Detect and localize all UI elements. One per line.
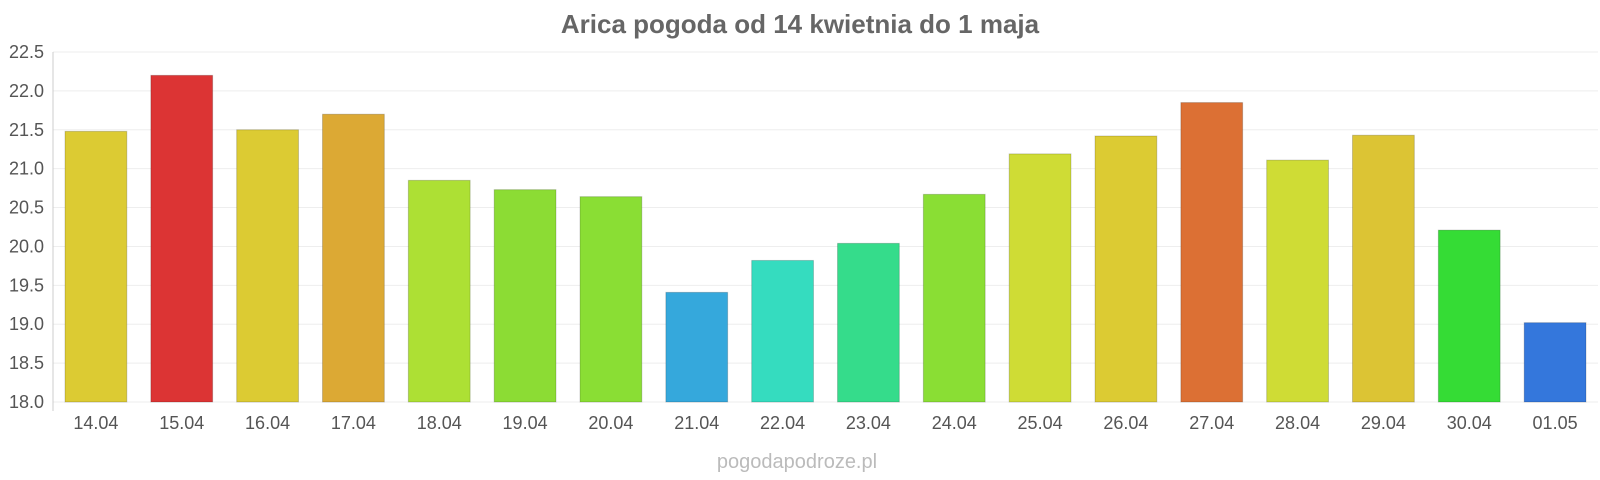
bar-30.04 [1437,229,1501,403]
grid-lines [53,51,1598,403]
bar-24.04 [922,193,986,403]
x-tick-label: 27.04 [1189,413,1234,433]
watermark-text: pogodapodroze.pl [717,451,877,473]
x-tick-label: 24.04 [932,413,977,433]
x-tick-label: 21.04 [674,413,719,433]
x-tick-label: 28.04 [1275,413,1320,433]
y-axis: 18.0 18.5 19.0 19.5 20.0 20.5 21.0 21.5 22.0 22.5 [9,42,54,412]
y-tick-label: 21.5 [9,120,44,140]
bar-18.04 [407,179,471,403]
bar-29.04 [1352,134,1415,403]
y-tick-label: 19.0 [9,314,44,334]
bar-16.04 [236,129,299,403]
bar-28.04 [1266,159,1329,403]
x-tick-label: 22.04 [760,413,805,433]
x-tick-label: 17.04 [331,413,376,433]
x-tick-label: 25.04 [1018,413,1063,433]
bar-25.04 [1008,153,1072,403]
bar-22.04 [751,259,814,403]
x-tick-label: 20.04 [588,413,633,433]
bar-19.04 [493,189,557,403]
bar-26.04 [1094,135,1158,403]
bar-20.04 [579,196,643,403]
y-tick-label: 20.5 [9,198,44,218]
x-tick-label: 18.04 [417,413,462,433]
x-tick-label: 26.04 [1103,413,1148,433]
bar-14.04 [64,130,128,403]
x-tick-label: 23.04 [846,413,891,433]
y-tick-label: 20.0 [9,236,44,256]
y-tick-label: 18.0 [9,392,44,412]
bars [64,74,1587,403]
bar-01.05 [1523,322,1587,403]
y-tick-label: 19.5 [9,275,44,295]
x-tick-label: 19.04 [503,413,548,433]
x-axis: 14.04 15.04 16.04 17.04 18.04 19.04 20.04 21.04… [73,413,1577,433]
x-tick-label: 01.05 [1533,413,1578,433]
y-tick-label: 22.0 [9,81,44,101]
x-tick-label: 30.04 [1447,413,1492,433]
y-tick-label: 22.5 [9,42,44,62]
x-tick-label: 16.04 [245,413,290,433]
x-tick-label: 14.04 [73,413,118,433]
y-tick-label: 18.5 [9,353,44,373]
bar-27.04 [1180,102,1244,403]
chart-title: Arica pogoda od 14 kwietnia do 1 maja [561,9,1040,39]
bar-23.04 [837,242,900,403]
x-tick-label: 29.04 [1361,413,1406,433]
y-tick-label: 21.0 [9,159,44,179]
bar-21.04 [665,291,729,403]
x-tick-label: 15.04 [159,413,204,433]
bar-15.04 [150,74,214,403]
bar-17.04 [322,113,385,403]
